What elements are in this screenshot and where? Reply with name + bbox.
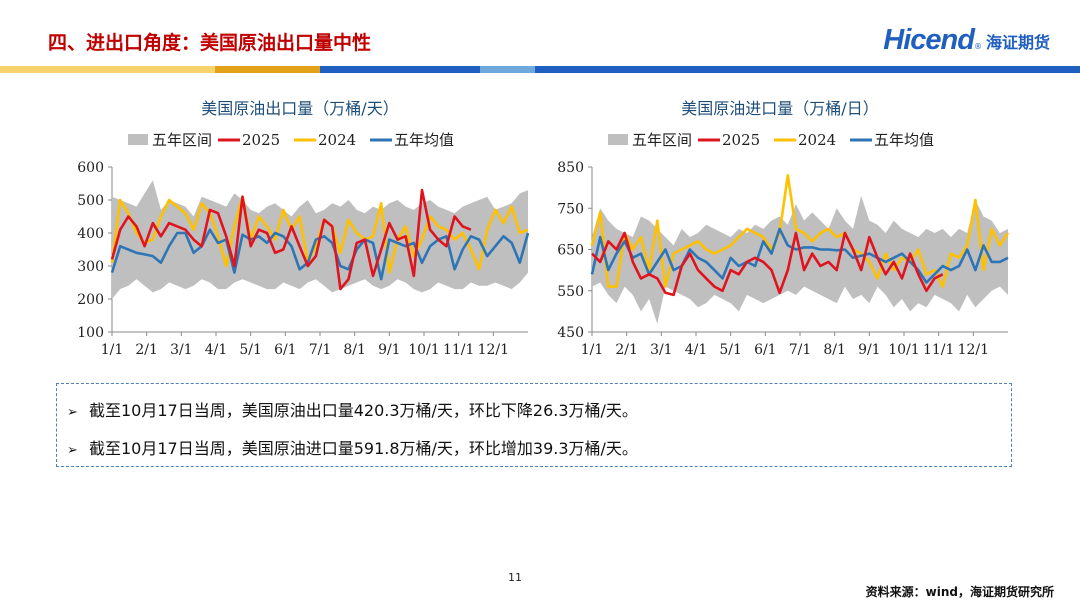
y-tick-label: 650 bbox=[557, 243, 584, 259]
x-tick-label: 8/1 bbox=[343, 342, 366, 358]
x-tick-label: 11/1 bbox=[923, 342, 954, 358]
x-tick-label: 3/1 bbox=[170, 342, 193, 358]
x-tick-label: 6/1 bbox=[274, 342, 297, 358]
y-tick-label: 200 bbox=[77, 292, 104, 308]
series-line-2025 bbox=[591, 231, 944, 297]
x-tick-label: 4/1 bbox=[685, 342, 708, 358]
legend-swatch-range bbox=[608, 134, 628, 145]
x-tick-label: 12/1 bbox=[478, 342, 509, 358]
summary-line-export: ➢ 截至10月17日当周，美国原油出口量420.3万桶/天，环比下降26.3万桶/… bbox=[67, 392, 1011, 430]
x-tick-label: 11/1 bbox=[443, 342, 474, 358]
x-tick-label: 4/1 bbox=[205, 342, 228, 358]
x-tick-label: 1/1 bbox=[581, 342, 604, 358]
logo-chinese-name: 海证期货 bbox=[985, 33, 1050, 52]
color-bar-segment bbox=[535, 66, 1080, 73]
legend-label-y2024: 2024 bbox=[318, 131, 356, 149]
bullet-arrow-icon: ➢ bbox=[67, 405, 78, 420]
summary-text-import: 截至10月17日当周，美国原油进口量591.8万桶/天，环比增加39.3万桶/天… bbox=[89, 439, 638, 458]
x-tick-label: 9/1 bbox=[378, 342, 401, 358]
legend-label-y2024: 2024 bbox=[798, 131, 836, 149]
summary-text-export: 截至10月17日当周，美国原油出口量420.3万桶/天，环比下降26.3万桶/天… bbox=[89, 401, 638, 420]
logo-text: Hicend bbox=[883, 24, 975, 56]
x-tick-label: 7/1 bbox=[309, 342, 332, 358]
y-tick-label: 100 bbox=[77, 325, 104, 341]
import-chart-svg: 美国原油进口量（万桶/日） 五年区间 2025 2024 五年均值 450 550 650 75… bbox=[557, 99, 1010, 358]
y-tick-label: 400 bbox=[77, 226, 104, 242]
y-tick-label: 450 bbox=[557, 325, 584, 341]
chart-title: 美国原油出口量（万桶/天） bbox=[201, 99, 398, 118]
series-line-2025 bbox=[110, 188, 472, 291]
color-bar-segment bbox=[215, 66, 320, 73]
y-tick-label: 550 bbox=[557, 284, 584, 300]
chart-title: 美国原油进口量（万桶/日） bbox=[681, 99, 878, 118]
x-tick-label: 7/1 bbox=[789, 342, 812, 358]
x-tick-label: 10/1 bbox=[408, 342, 439, 358]
x-tick-label: 5/1 bbox=[719, 342, 742, 358]
x-tick-label: 12/1 bbox=[958, 342, 989, 358]
x-tick-label: 6/1 bbox=[754, 342, 777, 358]
legend-label-avg: 五年均值 bbox=[394, 131, 454, 149]
x-tick-label: 5/1 bbox=[239, 342, 262, 358]
legend-label-avg: 五年均值 bbox=[874, 131, 934, 149]
legend-label-y2025: 2025 bbox=[242, 131, 280, 149]
legend-label-y2025: 2025 bbox=[722, 131, 760, 149]
y-tick-label: 750 bbox=[557, 201, 584, 217]
color-bar-segment bbox=[0, 66, 215, 73]
y-tick-label: 500 bbox=[77, 193, 104, 209]
bullet-arrow-icon: ➢ bbox=[67, 443, 78, 458]
legend-swatch-range bbox=[128, 134, 148, 145]
x-tick-label: 1/1 bbox=[101, 342, 124, 358]
x-tick-label: 2/1 bbox=[135, 342, 158, 358]
summary-box: ➢ 截至10月17日当周，美国原油出口量420.3万桶/天，环比下降26.3万桶/… bbox=[56, 383, 1012, 467]
color-bar-segment bbox=[480, 66, 535, 73]
page-number: 11 bbox=[508, 571, 522, 584]
header-color-bar bbox=[0, 66, 1080, 73]
company-logo: Hicend ® 海证期货 bbox=[883, 24, 1050, 57]
export-chart: 美国原油出口量（万桶/天） 五年区间 2025 2024 五年均值 100 200 300 40… bbox=[40, 92, 540, 372]
slide-title: 四、进出口角度：美国原油出口量中性 bbox=[48, 32, 372, 54]
y-tick-label: 850 bbox=[557, 160, 584, 176]
x-tick-label: 3/1 bbox=[650, 342, 673, 358]
summary-line-import: ➢ 截至10月17日当周，美国原油进口量591.8万桶/天，环比增加39.3万桶/… bbox=[67, 430, 1011, 468]
x-tick-label: 8/1 bbox=[823, 342, 846, 358]
legend-label-range: 五年区间 bbox=[632, 131, 692, 149]
x-tick-label: 9/1 bbox=[858, 342, 881, 358]
x-tick-label: 2/1 bbox=[615, 342, 638, 358]
registered-mark-icon: ® bbox=[973, 42, 982, 51]
y-tick-label: 600 bbox=[77, 160, 104, 176]
data-source: 资料来源：wind，海证期货研究所 bbox=[865, 585, 1054, 599]
y-tick-label: 300 bbox=[77, 259, 104, 275]
import-chart: 美国原油进口量（万桶/日） 五年区间 2025 2024 五年均值 450 550 650 75… bbox=[520, 92, 1020, 372]
series-band-five-year-range bbox=[592, 195, 1008, 324]
legend-label-range: 五年区间 bbox=[152, 131, 212, 149]
x-tick-label: 10/1 bbox=[888, 342, 919, 358]
color-bar-segment bbox=[320, 66, 480, 73]
export-chart-svg: 美国原油出口量（万桶/天） 五年区间 2025 2024 五年均值 100 200 300 40… bbox=[77, 99, 530, 358]
